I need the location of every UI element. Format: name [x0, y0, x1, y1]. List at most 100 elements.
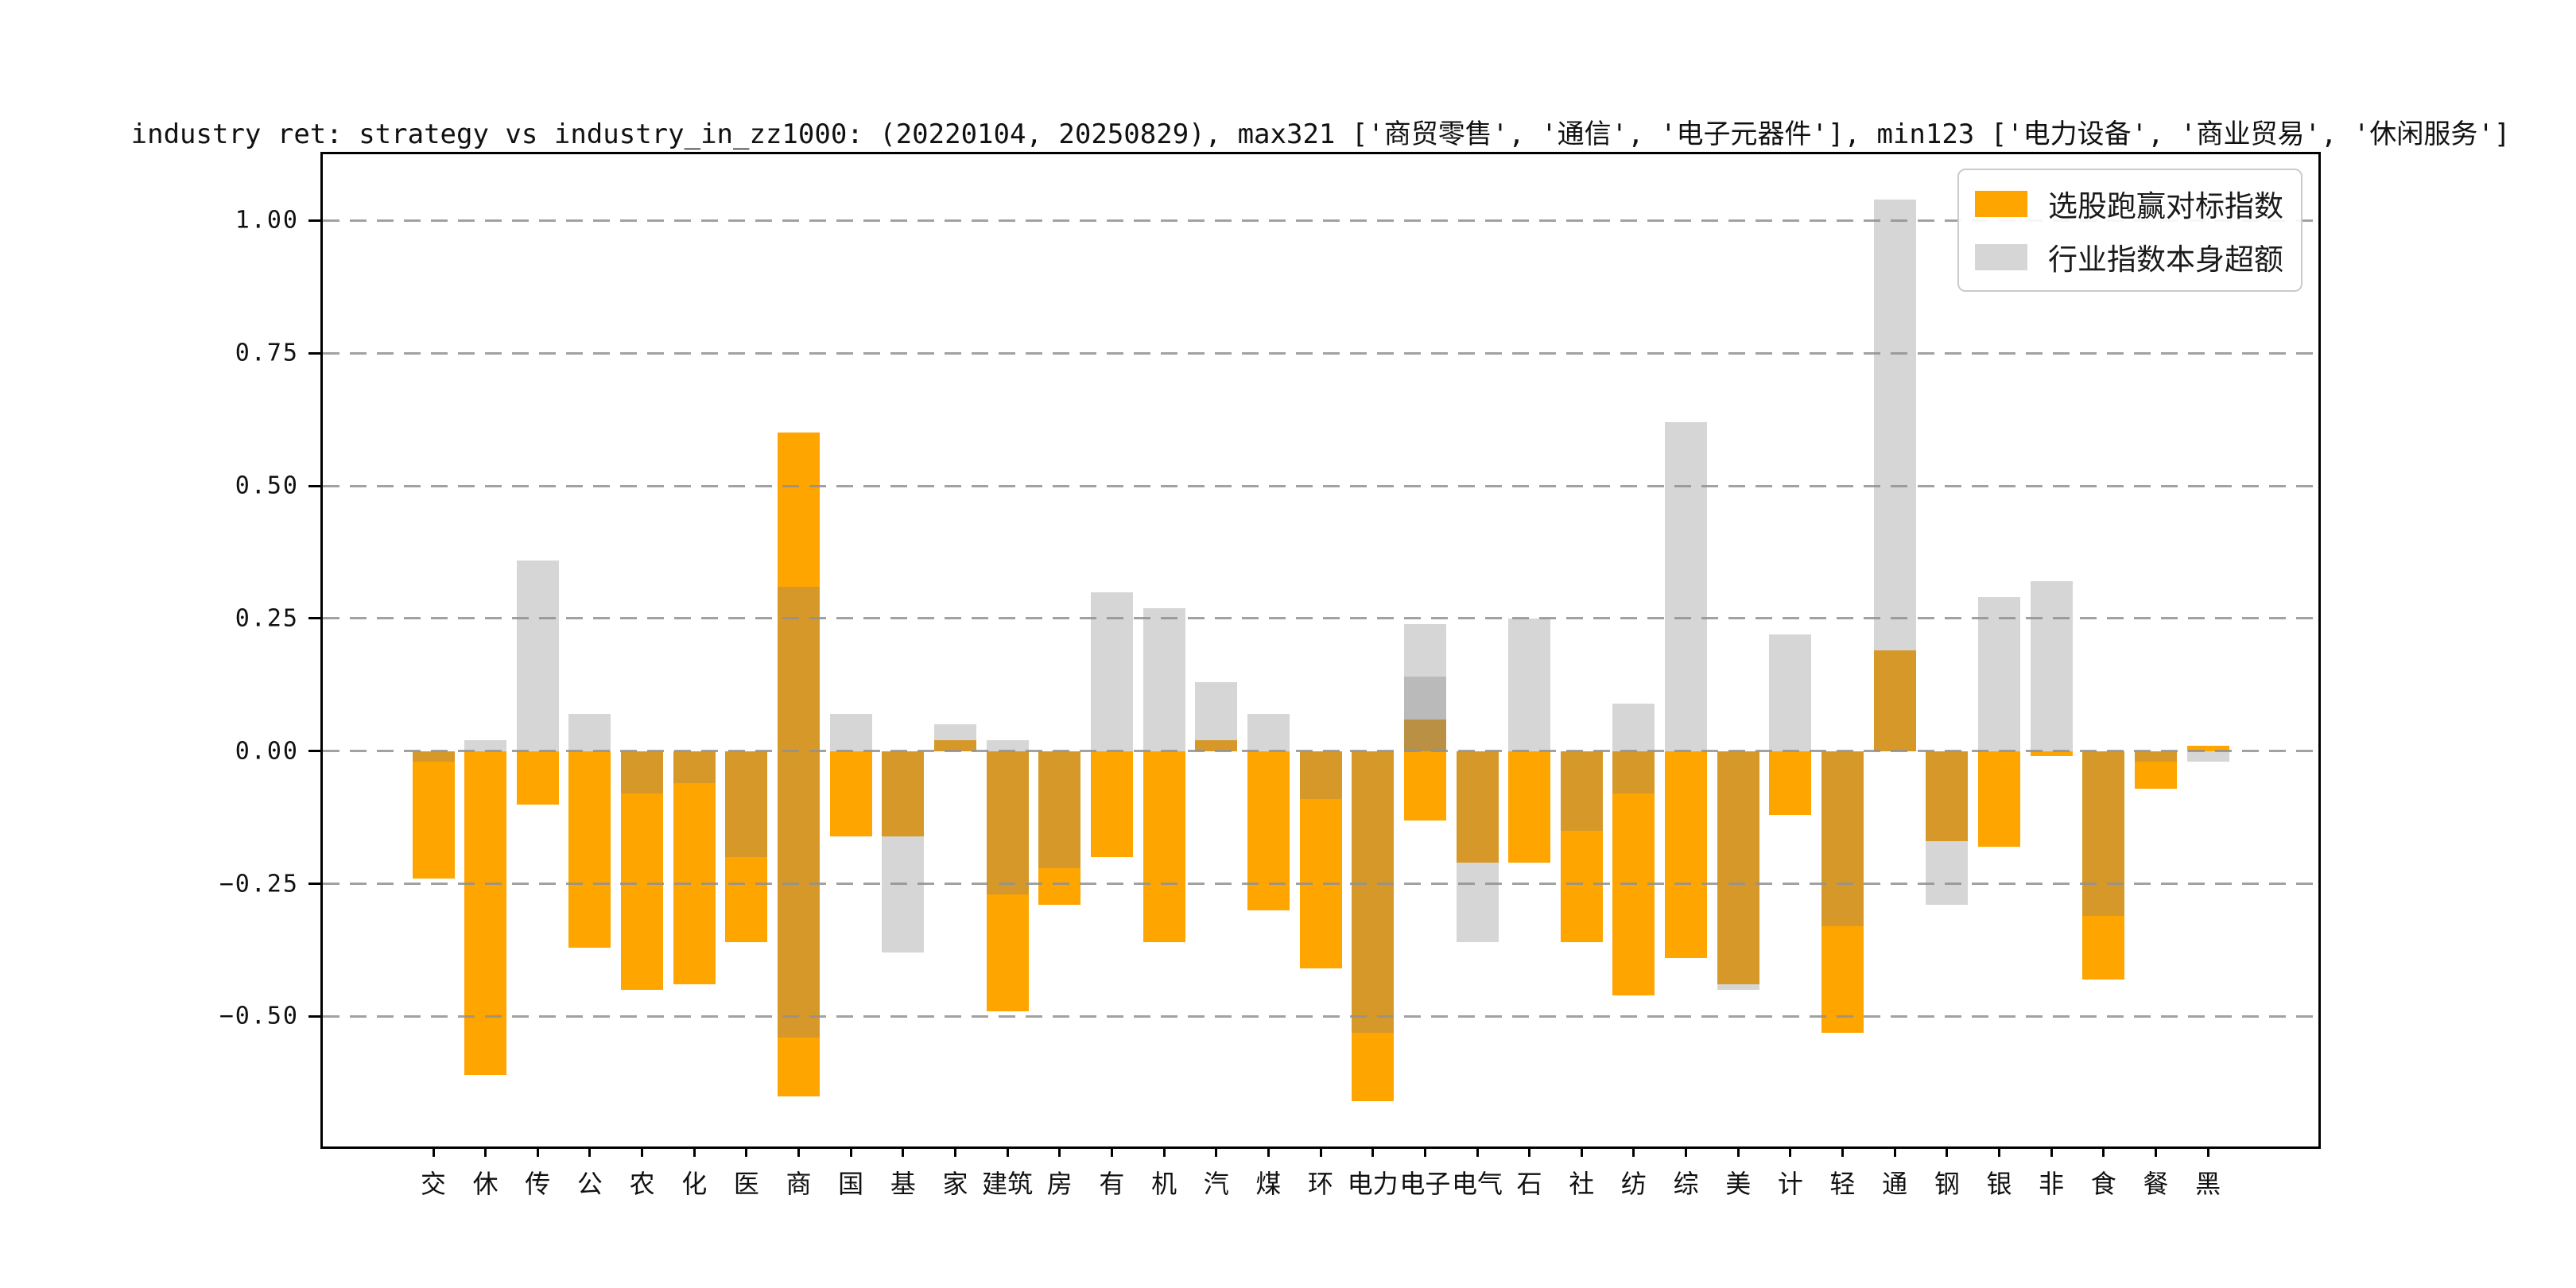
x-tick-label-电子: 电子: [1399, 1169, 1451, 1199]
x-tick-label-公: 公: [576, 1169, 603, 1199]
chart-title: industry ret: strategy vs industry_in_zz…: [130, 118, 2511, 150]
bar-gray-房: [1038, 751, 1081, 868]
plot-frame: [320, 152, 2321, 1149]
bar-orange-美: [1717, 751, 1759, 985]
gridline-y-1.00: [323, 219, 2318, 222]
gridline-y-0.75: [323, 351, 2318, 355]
x-tick-label-家: 家: [942, 1169, 968, 1199]
y-tick-mark: [308, 1014, 320, 1018]
bar-orange-银: [1978, 751, 2020, 847]
x-tick-label-农: 农: [629, 1169, 655, 1199]
x-tick-label-综: 综: [1673, 1169, 1699, 1199]
bar-orange-房: [1038, 751, 1081, 906]
x-tick-label-商: 商: [786, 1169, 812, 1199]
bar-gray-纺: [1612, 751, 1655, 794]
x-tick-mark: [1006, 1146, 1009, 1157]
bar-orange-农: [621, 751, 664, 991]
bar-gray-社: [1560, 751, 1603, 831]
bar-orange-机: [1143, 751, 1185, 943]
bar-orange-电力: [1352, 751, 1395, 1102]
x-tick-label-银: 银: [1986, 1169, 2012, 1199]
bar-orange-家: [934, 740, 976, 751]
bar-orange-非: [2030, 751, 2073, 757]
bar-gray-休: [464, 740, 507, 751]
x-tick-mark: [2102, 1146, 2105, 1157]
gridline-y-0.50: [323, 484, 2318, 487]
y-tick-mark: [308, 484, 320, 487]
y-tick-mark: [308, 883, 320, 886]
x-tick-label-计: 计: [1777, 1169, 1803, 1199]
x-tick-mark: [1319, 1146, 1322, 1157]
x-tick-label-通: 通: [1882, 1169, 1908, 1199]
gridline-y-−0.25: [323, 883, 2318, 886]
x-tick-label-基: 基: [890, 1169, 916, 1199]
x-tick-mark: [1841, 1146, 1845, 1157]
bar-gray-轻: [1821, 751, 1864, 927]
x-tick-label-美: 美: [1725, 1169, 1752, 1199]
x-tick-mark: [1215, 1146, 1218, 1157]
bar-gray-基: [882, 751, 925, 953]
x-tick-mark: [432, 1146, 435, 1157]
x-tick-mark: [797, 1146, 801, 1157]
bar-gray-国: [829, 714, 872, 751]
x-tick-label-煤: 煤: [1255, 1169, 1282, 1199]
bar-orange-纺: [1612, 751, 1655, 995]
bar-orange-煤: [1247, 751, 1290, 910]
y-tick-label: 0.50: [235, 471, 299, 500]
bar-gray-机: [1143, 607, 1185, 751]
x-tick-label-环: 环: [1308, 1169, 1334, 1199]
x-tick-mark: [536, 1146, 539, 1157]
bar-gray-电子: [1403, 623, 1446, 751]
bar-orange-交: [412, 751, 455, 879]
bar-gray-建筑: [986, 751, 1029, 894]
bar-orange-商: [778, 751, 821, 1096]
bar-orange-石: [1508, 751, 1551, 863]
y-tick-mark: [308, 750, 320, 753]
bar-orange-有: [1090, 751, 1133, 858]
x-tick-mark: [1998, 1146, 2000, 1157]
bar-gray-商: [778, 751, 821, 1038]
x-tick-mark: [745, 1146, 748, 1157]
x-tick-mark: [1267, 1146, 1270, 1157]
x-tick-mark: [1058, 1146, 1061, 1157]
x-tick-mark: [2154, 1146, 2157, 1157]
bar-orange-综: [1665, 751, 1708, 959]
gridline-y-0.00: [323, 750, 2318, 753]
bar-gray-化: [673, 751, 716, 783]
x-tick-mark: [1580, 1146, 1583, 1157]
bar-gray-黑: [2186, 751, 2229, 762]
x-tick-mark: [1789, 1146, 1792, 1157]
bar-gray-电力: [1352, 751, 1395, 1033]
bar-gray-电气: [1456, 751, 1499, 943]
bar-gray-通: [1873, 199, 1916, 751]
bar-gray-汽: [1195, 682, 1238, 751]
legend-label-industry-excess: 行业指数本身超额: [2048, 242, 2283, 277]
x-tick-label-汽: 汽: [1203, 1169, 1229, 1199]
x-tick-mark: [1736, 1146, 1740, 1157]
plot-area: [320, 152, 2321, 1149]
x-tick-label-建筑: 建筑: [982, 1169, 1034, 1199]
bar-gray-石: [1508, 618, 1551, 751]
x-tick-label-机: 机: [1151, 1169, 1177, 1199]
bar-orange-电子: [1403, 751, 1446, 821]
bar-orange-医: [725, 751, 768, 943]
x-tick-mark: [2206, 1146, 2209, 1157]
x-tick-label-黑: 黑: [2195, 1169, 2221, 1199]
bar-orange-电气: [1456, 751, 1499, 863]
x-tick-mark: [954, 1146, 956, 1157]
x-tick-label-石: 石: [1516, 1169, 1542, 1199]
bar-gray-综: [1665, 422, 1708, 751]
bar-gray-食: [2082, 751, 2125, 916]
bar-gray-美: [1717, 751, 1759, 991]
x-tick-label-房: 房: [1046, 1169, 1073, 1199]
bar-gray-非: [2030, 581, 2073, 751]
bar-orange-黑: [2186, 746, 2229, 751]
legend-swatch-gray: [1975, 243, 2027, 270]
x-tick-label-钢: 钢: [1934, 1169, 1960, 1199]
x-tick-mark: [1371, 1146, 1375, 1157]
x-tick-mark: [641, 1146, 644, 1157]
x-tick-label-有: 有: [1099, 1169, 1125, 1199]
bar-gray-环: [1299, 751, 1342, 799]
y-tick-mark: [308, 219, 320, 222]
